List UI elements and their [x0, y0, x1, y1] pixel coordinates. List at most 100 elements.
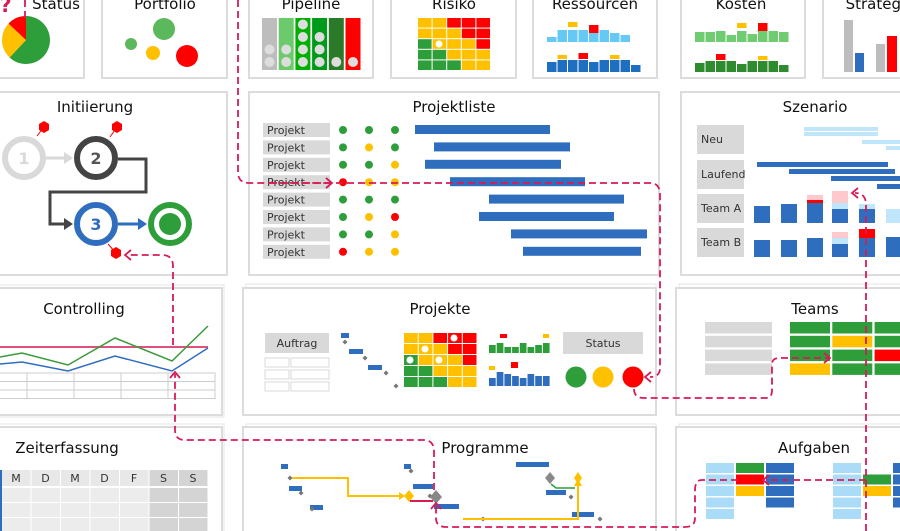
tile-status[interactable]: Status ?	[0, 0, 85, 79]
team-row-label	[705, 349, 772, 362]
milestone-icon	[298, 490, 304, 496]
auftrag-button[interactable]	[265, 333, 329, 353]
table-cell	[0, 372, 28, 382]
overload-marker	[543, 334, 549, 338]
status-pie	[1, 16, 50, 64]
bar	[747, 61, 757, 72]
time-cell	[31, 503, 60, 517]
project-row	[263, 244, 330, 259]
team-row-label	[705, 335, 772, 348]
risk-cell	[461, 18, 476, 28]
pipeline-item	[264, 57, 275, 67]
tile-programme[interactable]: Programme	[242, 423, 657, 531]
panel	[0, 91, 228, 276]
table-cell	[290, 357, 330, 368]
time-cell	[120, 518, 149, 531]
table-cell	[26, 372, 75, 382]
time-cell	[61, 518, 90, 531]
running-project-bar	[877, 184, 900, 189]
risk-cell	[418, 355, 433, 365]
task-card	[706, 497, 734, 508]
tile-ressourcen[interactable]: Ressourcen	[532, 0, 658, 79]
risk-cell	[432, 49, 447, 60]
risk-cell	[432, 28, 447, 39]
pipeline-item	[314, 32, 325, 42]
status-dot	[365, 230, 373, 239]
tile-portfolio[interactable]: Portfolio	[101, 0, 228, 79]
bar	[779, 32, 789, 42]
risk-cell	[462, 333, 477, 343]
tile-teams[interactable]: Teams	[675, 283, 900, 416]
status-dot	[339, 213, 347, 221]
arrow-icon	[123, 249, 132, 261]
bar	[737, 31, 747, 42]
capacity-bar	[781, 240, 797, 257]
bubble	[153, 18, 175, 40]
risk-cell	[447, 18, 461, 28]
tile-initiierung[interactable]: Initiierung 1 2 3	[0, 91, 228, 276]
milestone-icon	[342, 339, 348, 345]
project-name: Projekt	[267, 124, 306, 137]
capacity-bar	[754, 206, 770, 223]
tile-risiko[interactable]: Risiko	[390, 0, 517, 79]
arrow-icon	[430, 501, 442, 510]
tile-pipeline[interactable]: Pipeline	[248, 0, 374, 79]
milestone-icon	[287, 475, 293, 481]
project-name: Projekt	[267, 159, 306, 172]
team-allocation	[832, 322, 873, 334]
status-dot	[339, 126, 347, 134]
risk-item	[421, 345, 429, 353]
bar	[557, 30, 567, 42]
project-row	[263, 227, 330, 242]
time-cell	[61, 503, 90, 517]
bar	[610, 60, 620, 72]
capacity-planned	[859, 204, 875, 209]
tile-title: Ressourcen	[552, 0, 638, 13]
pipeline-item	[297, 32, 308, 42]
time-cell	[149, 488, 178, 502]
tile-szenario[interactable]: Szenario Neu Laufend Team A Team B	[680, 91, 900, 276]
table-cell	[120, 381, 169, 391]
pipeline-item	[297, 57, 308, 67]
team-allocation	[790, 335, 830, 348]
tile-zeiterfassung[interactable]: Zeiterfassung M D M D F S S	[0, 423, 225, 531]
status-dot	[365, 160, 373, 169]
tile-projekte[interactable]: Projekte Auftrag Status	[242, 283, 657, 416]
status-button[interactable]	[563, 332, 643, 354]
time-cell	[90, 518, 119, 531]
bar	[844, 20, 853, 72]
overload-marker	[557, 55, 567, 59]
risk-cell	[404, 344, 418, 354]
tile-kosten[interactable]: Kosten	[680, 0, 806, 79]
capacity-bar	[832, 244, 848, 257]
tile-controlling[interactable]: Controlling	[0, 284, 225, 418]
arrow-head-icon	[64, 152, 73, 164]
hexagon-marker-icon	[39, 121, 49, 133]
step-1[interactable]	[2, 136, 46, 180]
bar	[779, 65, 789, 72]
risk-cell	[448, 344, 462, 354]
bar	[519, 378, 527, 386]
bar	[489, 378, 496, 386]
bar	[768, 31, 778, 42]
gantt-bar	[546, 490, 566, 495]
risk-cell	[447, 49, 461, 60]
scenario-row	[697, 125, 744, 154]
table-cell	[26, 389, 75, 399]
capacity-bar	[859, 238, 875, 257]
status-dot	[339, 230, 347, 239]
bar	[726, 61, 736, 72]
tile-title: Controlling	[43, 300, 125, 318]
step-2[interactable]	[74, 136, 118, 180]
task-card	[766, 474, 794, 485]
arrow-icon	[169, 370, 181, 379]
tile-projektliste[interactable]: Projektliste Projekt Projekt Projekt Projek…	[248, 91, 660, 276]
team-allocation	[874, 363, 900, 375]
tile-strategie[interactable]: Strategie	[822, 0, 900, 79]
team-allocation	[874, 322, 900, 334]
risk-cell	[418, 60, 432, 70]
milestone-icon	[408, 468, 414, 474]
tile-aufgaben[interactable]: Aufgaben	[675, 423, 900, 531]
step-3[interactable]	[74, 202, 118, 246]
bar	[855, 53, 864, 72]
